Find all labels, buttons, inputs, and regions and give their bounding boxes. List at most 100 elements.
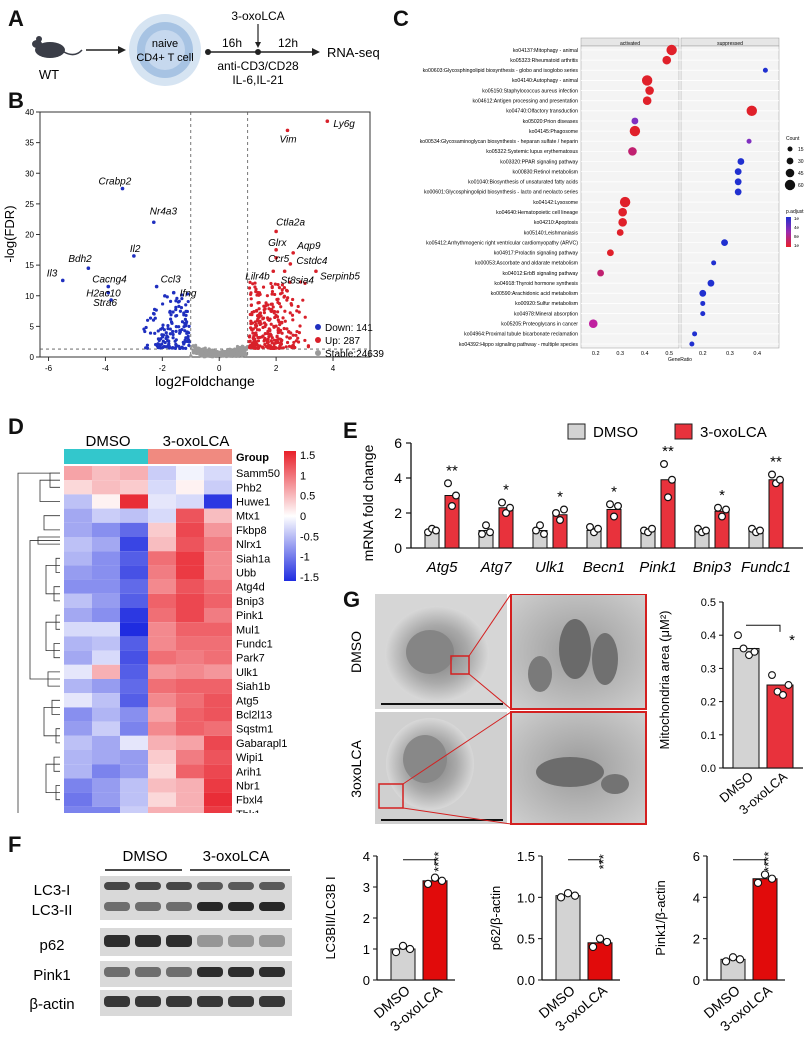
- pathway-term: ko04640:Hematopoietic cell lineage: [496, 210, 578, 216]
- facet-suppressed-panel: [680, 45, 780, 349]
- stable-point: [195, 350, 199, 354]
- down-point: [163, 294, 167, 298]
- dendro-branch: [43, 515, 60, 531]
- tem-dmso-roi: [450, 655, 470, 675]
- dendro-branch: [45, 565, 60, 595]
- e-point: [768, 470, 777, 479]
- heatmap-cell: [148, 522, 176, 537]
- heatmap-cell: [176, 679, 204, 694]
- e-point: [756, 526, 765, 535]
- pathway-dot: [692, 331, 698, 337]
- heatmap-cell: [148, 650, 176, 665]
- down-point: [158, 343, 163, 347]
- group-bar-dmso: [64, 449, 148, 464]
- up-point: [306, 344, 311, 348]
- e-category-label: Atg7: [480, 559, 513, 576]
- heatmap-cell: [148, 608, 176, 623]
- up-point: [280, 283, 284, 287]
- f-y-tick-label: 1.5: [517, 849, 535, 864]
- heatmap-cell: [120, 480, 148, 495]
- down-point: [183, 317, 188, 322]
- down-point: [169, 313, 173, 317]
- tem-row-treat: 3oxoLCA: [348, 740, 364, 798]
- labeled-point: [171, 290, 176, 295]
- down-point: [156, 329, 160, 333]
- down-point: [180, 297, 184, 301]
- timeline-mid: [255, 49, 261, 55]
- heatmap-gene: Nlrx1: [236, 539, 262, 551]
- stable-point: [218, 352, 223, 356]
- blot-band: [259, 996, 285, 1007]
- heatmap-cell: [92, 650, 120, 665]
- up-point: [261, 345, 265, 350]
- gene-label: Ctla2a: [276, 217, 305, 228]
- stable-point: [216, 351, 220, 355]
- e-point: [594, 524, 603, 533]
- f-y-tick-label: 4: [363, 849, 370, 864]
- heatmap-cell: [120, 466, 148, 481]
- up-point: [266, 346, 270, 350]
- heatmap-cell: [64, 707, 92, 722]
- f-point: [728, 953, 738, 962]
- up-point: [276, 310, 280, 314]
- down-point: [157, 338, 161, 343]
- group-title: Group: [236, 452, 269, 464]
- mito-1: [559, 619, 591, 679]
- up-point: [270, 292, 274, 296]
- heatmap-cell: [92, 664, 120, 679]
- heatmap-cell: [148, 565, 176, 580]
- dendro-branch: [29, 540, 60, 680]
- heatmap-cell: [92, 551, 120, 566]
- e-significance: *: [719, 487, 725, 504]
- c-x-tick-label: 0.3: [616, 351, 624, 357]
- heatmap-cell: [204, 721, 232, 736]
- pathway-dot: [711, 260, 717, 266]
- heatmap-cell: [64, 579, 92, 594]
- down-point: [154, 308, 158, 312]
- blot-band: [228, 882, 254, 890]
- down-point: [187, 338, 191, 342]
- padj-tick: 8e: [794, 234, 800, 239]
- gene-label: Cstdc4: [296, 256, 328, 267]
- group-bar-treat: [148, 449, 232, 464]
- legend-up: Up: 287: [325, 336, 360, 347]
- tem-dmso-nucleus: [406, 630, 454, 674]
- blot-band: [104, 902, 130, 911]
- heatmap-scale-tick: 0: [300, 511, 306, 523]
- pathway-dot: [721, 239, 728, 247]
- heatmap-gene: Fundc1: [236, 639, 273, 651]
- pathway-dot: [618, 218, 627, 227]
- stable-point: [195, 347, 199, 352]
- g-point: [768, 671, 776, 679]
- f-y-tick-label: 1.0: [517, 890, 535, 905]
- f-y-tick-label: 4: [693, 890, 700, 905]
- f-y-tick-label: 3: [363, 880, 370, 895]
- down-point: [178, 309, 183, 313]
- heatmap-cell: [176, 721, 204, 736]
- blot-row-label: LC3-I: [34, 882, 71, 899]
- heatmap-cell: [64, 466, 92, 481]
- heatmap-cell: [176, 466, 204, 481]
- heatmap-group2-label: 3-oxoLCA: [163, 433, 230, 450]
- padj-tick: 4e: [794, 225, 800, 230]
- heatmap-cell: [64, 636, 92, 651]
- f-bar: [422, 880, 448, 981]
- heatmap-cell: [148, 593, 176, 608]
- heatmap-cell: [120, 650, 148, 665]
- count-legend-value: 45: [798, 171, 804, 177]
- gene-label: Crabp2: [99, 177, 132, 188]
- heatmap-cell: [64, 721, 92, 736]
- heatmap-cell: [120, 693, 148, 708]
- up-point: [264, 323, 268, 327]
- stable-point: [232, 350, 236, 354]
- blot-band: [135, 902, 161, 911]
- heatmap-cell: [204, 693, 232, 708]
- down-point: [174, 299, 178, 303]
- pathway-term: ko04210:Apoptosis: [534, 220, 579, 226]
- down-point: [178, 331, 182, 335]
- heatmap-cell: [92, 537, 120, 552]
- e-point: [560, 505, 569, 514]
- heatmap-cell: [204, 679, 232, 694]
- gene-label: H2ac10: [86, 289, 121, 300]
